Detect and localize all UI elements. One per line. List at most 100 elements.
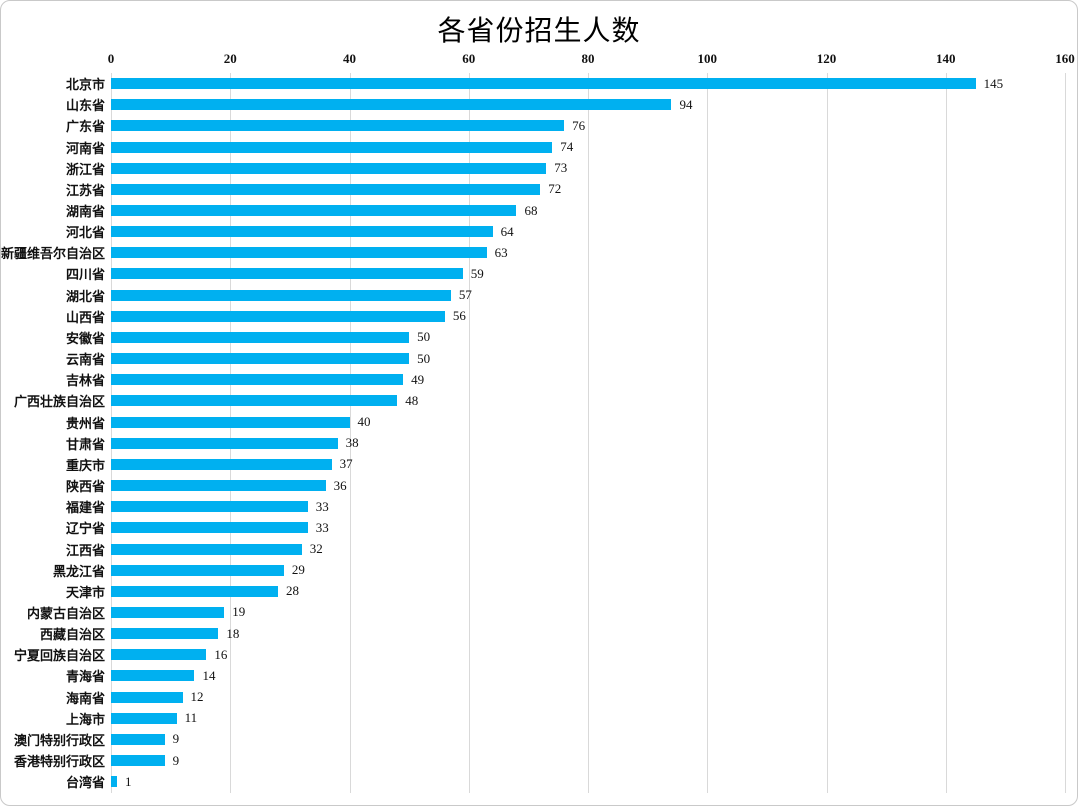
value-label: 33 — [315, 498, 329, 514]
bar-track: 14 — [111, 665, 1077, 686]
bar — [111, 395, 398, 407]
category-label: 上海市 — [65, 711, 105, 727]
bar-row: 山西省 56 — [1, 306, 1077, 327]
bar-row: 黑龙江省 29 — [1, 560, 1077, 581]
bar-track: 64 — [111, 221, 1077, 242]
bar — [111, 374, 404, 386]
bar — [111, 755, 165, 767]
value-label: 49 — [411, 371, 425, 387]
value-label: 36 — [333, 477, 347, 493]
bar-track: 11 — [111, 708, 1077, 729]
category-label: 广西壮族自治区 — [13, 394, 105, 410]
value-label: 28 — [285, 583, 299, 599]
bar — [111, 289, 451, 301]
bar-track: 18 — [111, 623, 1077, 644]
value-label: 68 — [524, 202, 538, 218]
bar — [111, 649, 207, 661]
value-label: 18 — [226, 625, 240, 641]
category-label: 湖南省 — [65, 204, 105, 220]
bar — [111, 776, 117, 788]
bar-row: 澳门特别行政区 9 — [1, 729, 1077, 750]
bar — [111, 543, 302, 555]
bar — [111, 691, 183, 703]
bar-track: 37 — [111, 454, 1077, 475]
bar-track: 57 — [111, 285, 1077, 306]
bar — [111, 712, 177, 724]
value-label: 9 — [172, 752, 180, 768]
bar-row: 湖北省 57 — [1, 285, 1077, 306]
bar-row: 河南省 74 — [1, 136, 1077, 157]
bar — [111, 183, 541, 195]
bar — [111, 628, 219, 640]
bar-row: 四川省 59 — [1, 263, 1077, 284]
value-label: 14 — [202, 667, 216, 683]
bar — [111, 331, 410, 343]
bar-row: 江西省 32 — [1, 538, 1077, 559]
x-tick-label: 80 — [581, 51, 595, 66]
x-tick-label: 20 — [223, 51, 237, 66]
bar — [111, 416, 350, 428]
gridlines — [1, 73, 1077, 793]
x-axis: 0 20 40 60 80 100 120 140 160 — [1, 51, 1077, 69]
bar-track: 40 — [111, 412, 1077, 433]
value-label: 50 — [417, 350, 431, 366]
bar — [111, 564, 284, 576]
bar-track: 50 — [111, 327, 1077, 348]
bar — [111, 78, 976, 90]
plot-area: 北京市 145 山东省 94 广东省 76 河南省 74 浙江省 73 江苏省 72 湖南省 68 河北省 6… — [1, 73, 1077, 793]
bar — [111, 120, 565, 132]
value-label: 63 — [494, 244, 508, 260]
bar-track: 32 — [111, 538, 1077, 559]
value-label: 94 — [679, 96, 693, 112]
category-label: 浙江省 — [65, 161, 105, 177]
bar-row: 台湾省 1 — [1, 771, 1077, 792]
bar-row: 福建省 33 — [1, 496, 1077, 517]
bar-row: 山东省 94 — [1, 94, 1077, 115]
bar-track: 73 — [111, 158, 1077, 179]
gridline — [945, 73, 947, 793]
gridline — [707, 73, 709, 793]
bar — [111, 205, 517, 217]
bar-track: 28 — [111, 581, 1077, 602]
bar — [111, 141, 553, 153]
bar — [111, 310, 445, 322]
category-label: 甘肃省 — [65, 436, 105, 452]
category-label: 西藏自治区 — [39, 627, 105, 643]
value-label: 76 — [572, 117, 586, 133]
bar-track: 38 — [111, 433, 1077, 454]
value-label: 56 — [452, 308, 466, 324]
value-label: 19 — [232, 604, 246, 620]
bar-track: 36 — [111, 475, 1077, 496]
x-tick-label: 60 — [462, 51, 476, 66]
bar-row: 广东省 76 — [1, 115, 1077, 136]
category-label: 广东省 — [65, 119, 105, 135]
bar-track: 63 — [111, 242, 1077, 263]
bar-row: 天津市 28 — [1, 581, 1077, 602]
bar-row: 香港特别行政区 9 — [1, 750, 1077, 771]
bar — [111, 670, 195, 682]
value-label: 16 — [214, 646, 228, 662]
category-label: 山东省 — [65, 98, 105, 114]
category-label: 台湾省 — [65, 775, 105, 791]
value-label: 33 — [315, 519, 329, 535]
category-label: 江西省 — [65, 542, 105, 558]
bar-row: 甘肃省 38 — [1, 433, 1077, 454]
value-label: 145 — [983, 75, 1004, 91]
bar-track: 68 — [111, 200, 1077, 221]
value-label: 73 — [554, 160, 568, 176]
bar-track: 33 — [111, 517, 1077, 538]
category-label: 青海省 — [65, 669, 105, 685]
value-label: 37 — [339, 456, 353, 472]
gridline — [349, 73, 351, 793]
bar-track: 50 — [111, 348, 1077, 369]
gridline — [1065, 73, 1066, 793]
bar-track: 16 — [111, 644, 1077, 665]
bar-track: 12 — [111, 687, 1077, 708]
category-label: 香港特别行政区 — [13, 754, 105, 770]
x-tick-label: 0 — [107, 51, 115, 66]
bar — [111, 437, 338, 449]
bar-track: 59 — [111, 263, 1077, 284]
bar — [111, 162, 547, 174]
value-label: 48 — [405, 392, 419, 408]
category-label: 湖北省 — [65, 288, 105, 304]
